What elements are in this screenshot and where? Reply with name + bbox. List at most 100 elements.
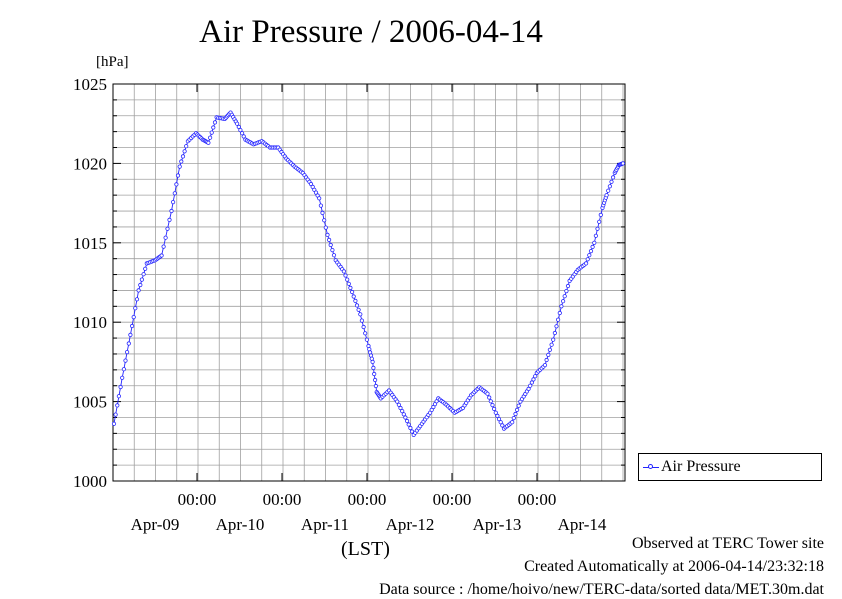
x-tick-time-label: 00:00 bbox=[518, 490, 557, 509]
data-point bbox=[544, 357, 549, 363]
data-point bbox=[595, 226, 600, 231]
data-point bbox=[364, 337, 369, 342]
data-point bbox=[588, 249, 594, 254]
data-point bbox=[606, 188, 611, 193]
data-point bbox=[404, 418, 410, 424]
data-point bbox=[174, 182, 179, 187]
data-point bbox=[126, 341, 131, 346]
data-point bbox=[209, 130, 214, 135]
data-point bbox=[396, 402, 401, 407]
legend-label: Air Pressure bbox=[661, 458, 741, 475]
data-point bbox=[371, 365, 376, 370]
data-point bbox=[320, 210, 325, 215]
plot-frame bbox=[112, 83, 626, 482]
grid-lines bbox=[113, 84, 625, 481]
data-point bbox=[406, 422, 411, 427]
data-point bbox=[212, 120, 218, 125]
x-tick-date-label: Apr-09 bbox=[131, 515, 180, 534]
data-point bbox=[485, 391, 490, 396]
x-tick-time-label: 00:00 bbox=[178, 490, 217, 509]
data-point bbox=[500, 423, 505, 428]
footer-site-text: Observed at TERC Tower site bbox=[631, 535, 824, 552]
data-point bbox=[547, 347, 553, 352]
y-tick-label: 1005 bbox=[73, 393, 107, 412]
data-point bbox=[514, 407, 520, 412]
data-point bbox=[565, 283, 571, 289]
data-point bbox=[125, 349, 130, 355]
data-point bbox=[592, 240, 597, 245]
data-point bbox=[115, 403, 120, 408]
data-point bbox=[159, 253, 164, 258]
data-point bbox=[353, 298, 358, 303]
data-point bbox=[610, 175, 616, 180]
x-tick-time-label: 00:00 bbox=[348, 490, 387, 509]
data-point bbox=[555, 317, 561, 322]
chart-title: Air Pressure / 2006-04-14 bbox=[199, 14, 543, 50]
data-point bbox=[180, 154, 186, 159]
data-point bbox=[341, 269, 346, 274]
data-point bbox=[349, 289, 355, 295]
data-point bbox=[128, 332, 133, 337]
data-point bbox=[373, 383, 378, 389]
data-point bbox=[235, 121, 240, 126]
data-point bbox=[177, 164, 182, 169]
data-point bbox=[562, 294, 567, 299]
data-point bbox=[358, 312, 363, 317]
data-point bbox=[403, 415, 408, 420]
data-point bbox=[493, 410, 498, 415]
x-tick-date-label: Apr-14 bbox=[558, 515, 607, 534]
series-line bbox=[113, 111, 624, 436]
data-point bbox=[598, 212, 603, 217]
data-point bbox=[487, 395, 492, 400]
data-point bbox=[356, 307, 361, 312]
data-point bbox=[549, 342, 554, 347]
data-point bbox=[171, 200, 176, 205]
data-point bbox=[326, 237, 332, 242]
data-point bbox=[564, 288, 569, 294]
data-point bbox=[165, 226, 170, 231]
data-point bbox=[133, 306, 138, 311]
x-tick-date-label: Apr-13 bbox=[473, 515, 522, 534]
y-tick-label: 1015 bbox=[73, 234, 107, 253]
data-point bbox=[343, 273, 348, 278]
data-point bbox=[511, 415, 516, 421]
data-point bbox=[330, 248, 335, 253]
data-point bbox=[348, 285, 353, 290]
series-air-pressure bbox=[111, 110, 626, 437]
data-point bbox=[208, 135, 213, 140]
data-point bbox=[583, 261, 589, 266]
data-point bbox=[590, 244, 595, 249]
data-point bbox=[559, 304, 564, 309]
data-point bbox=[182, 149, 187, 154]
data-point bbox=[346, 281, 351, 286]
data-point bbox=[318, 203, 323, 208]
data-point bbox=[328, 242, 333, 248]
data-point bbox=[552, 330, 558, 336]
data-point bbox=[163, 235, 168, 240]
data-point bbox=[359, 318, 364, 323]
data-point bbox=[526, 386, 531, 391]
data-point bbox=[123, 358, 128, 363]
data-point bbox=[495, 413, 500, 418]
y-unit-label: [hPa] bbox=[96, 54, 129, 70]
data-point bbox=[529, 380, 535, 385]
data-point bbox=[118, 384, 123, 390]
data-point bbox=[395, 399, 400, 404]
data-point bbox=[169, 208, 174, 214]
data-point bbox=[136, 288, 141, 293]
data-point bbox=[491, 406, 497, 411]
data-point bbox=[121, 367, 127, 372]
y-tick-label: 1025 bbox=[73, 75, 107, 94]
data-point bbox=[513, 411, 518, 417]
footer-created-text: Created Automatically at 2006-04-14/23:3… bbox=[524, 558, 824, 575]
x-tick-date-label: Apr-10 bbox=[216, 515, 265, 534]
x-tick-time-label: 00:00 bbox=[433, 490, 472, 509]
data-point bbox=[408, 425, 413, 431]
data-point bbox=[597, 219, 602, 224]
data-point bbox=[361, 324, 366, 330]
data-point bbox=[554, 324, 559, 329]
data-point bbox=[167, 217, 172, 222]
data-point bbox=[241, 134, 246, 139]
data-point bbox=[206, 140, 211, 145]
